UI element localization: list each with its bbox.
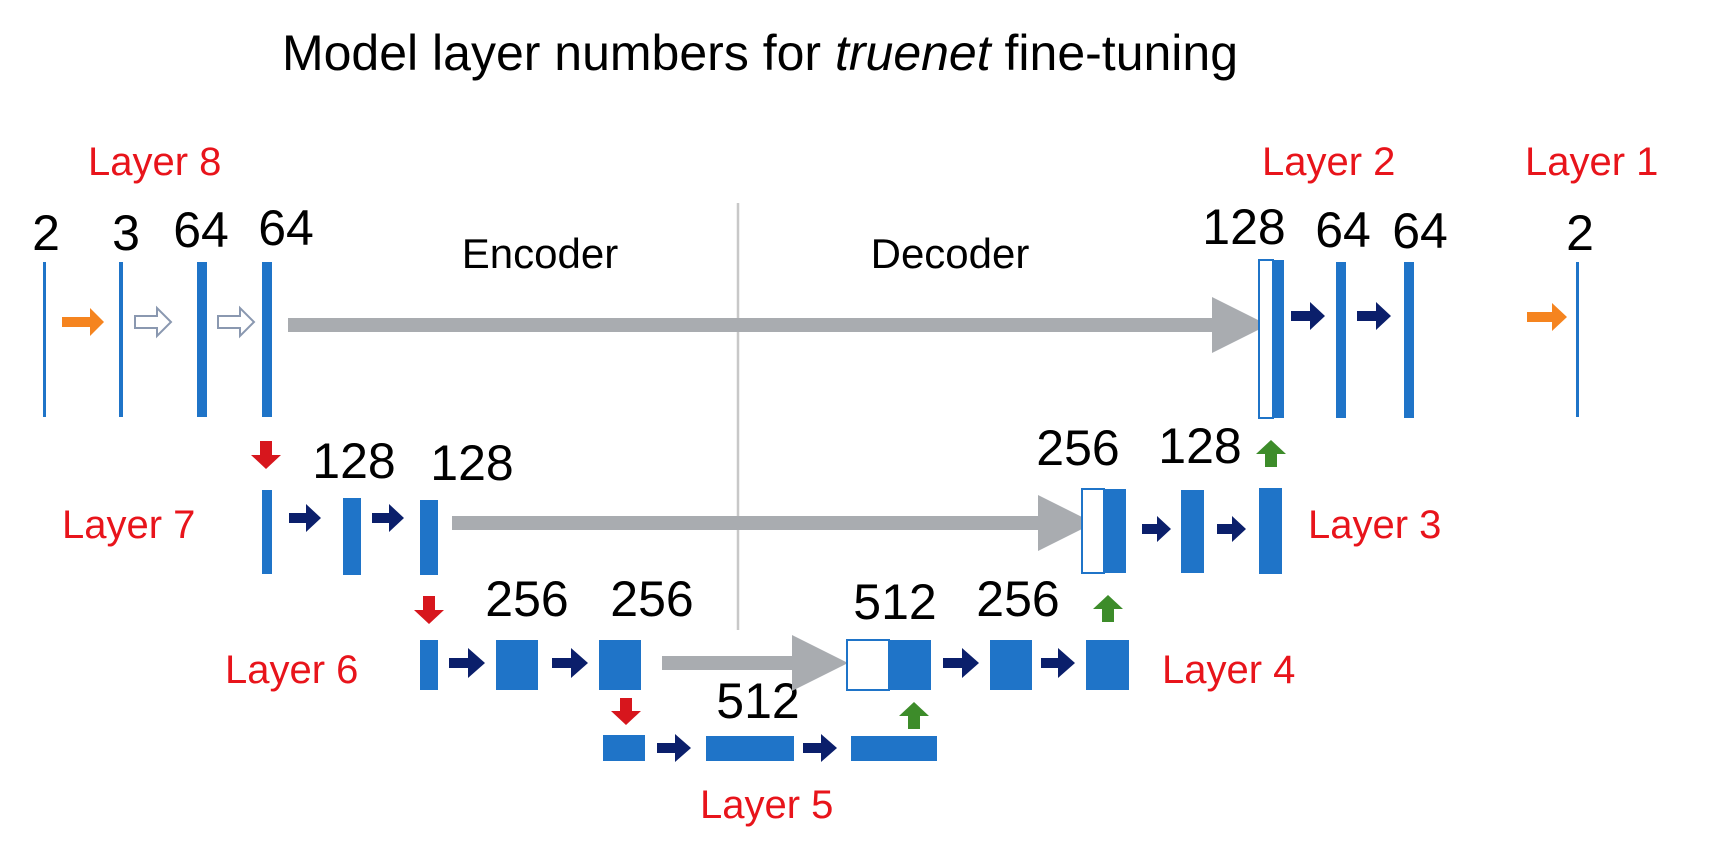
channel-label: 64 — [258, 200, 314, 256]
conv-arrow — [449, 648, 485, 678]
channel-label: 256 — [610, 571, 693, 627]
layer-5-label: Layer 5 — [700, 783, 833, 827]
feature-map — [496, 640, 538, 690]
feature-map — [851, 736, 937, 761]
feature-map — [262, 262, 272, 417]
channel-label: 128 — [430, 435, 513, 491]
channel-label: 512 — [853, 574, 936, 630]
maxpool-arrow — [414, 596, 444, 624]
concat-copy-block — [846, 639, 890, 691]
layer-1-label: Layer 1 — [1525, 140, 1658, 184]
layer-6-label: Layer 6 — [225, 648, 358, 692]
channel-label: 256 — [1036, 420, 1119, 476]
channel-label: 2 — [32, 205, 60, 261]
layer-7-label: Layer 7 — [62, 503, 195, 547]
feature-map — [119, 262, 123, 417]
layer-3-label: Layer 3 — [1308, 503, 1441, 547]
feature-map — [1086, 640, 1129, 690]
channel-label: 128 — [1158, 418, 1241, 474]
feature-map — [1404, 262, 1414, 418]
feature-map — [990, 640, 1032, 690]
upconv-arrow — [1093, 595, 1123, 622]
feature-map — [599, 640, 641, 690]
channel-label: 3 — [112, 205, 140, 261]
upconv-arrow — [899, 702, 929, 729]
feature-map — [343, 498, 361, 575]
feature-map — [889, 640, 931, 690]
conv-arrow — [1217, 516, 1246, 542]
conv-arrow — [552, 648, 588, 678]
channel-label: 128 — [1202, 199, 1285, 255]
feature-map — [1274, 260, 1284, 418]
maxpool-arrow — [611, 698, 641, 725]
channel-label: 512 — [716, 673, 799, 729]
layer-8-label: Layer 8 — [88, 140, 221, 184]
conv-arrow — [1041, 648, 1075, 678]
conv-arrow — [289, 504, 321, 532]
conv-arrow — [803, 734, 837, 762]
feature-map — [420, 500, 438, 575]
encoder-label: Encoder — [462, 230, 618, 277]
channel-label: 64 — [1392, 203, 1448, 259]
conv-arrow — [372, 504, 404, 532]
conv-arrow — [943, 648, 979, 678]
input-arrow — [62, 308, 104, 336]
outline-arrow — [134, 305, 173, 339]
channel-label: 64 — [173, 202, 229, 258]
feature-map — [1181, 490, 1204, 573]
channel-label: 256 — [976, 571, 1059, 627]
conv-arrow — [1357, 302, 1391, 330]
upconv-arrow — [1256, 440, 1286, 467]
concat-copy-block — [1258, 259, 1274, 419]
conv-arrow — [1291, 302, 1325, 330]
feature-map — [1336, 262, 1346, 418]
feature-map — [262, 490, 272, 574]
channel-label: 256 — [485, 571, 568, 627]
channel-label: 64 — [1315, 202, 1371, 258]
output-arrow — [1527, 303, 1567, 331]
feature-map — [420, 640, 438, 690]
decoder-label: Decoder — [871, 230, 1030, 277]
maxpool-arrow — [251, 441, 281, 469]
feature-map — [706, 736, 794, 761]
conv-arrow — [1142, 516, 1171, 542]
feature-map — [1104, 489, 1126, 573]
output-map — [1576, 262, 1579, 417]
feature-map — [1259, 488, 1282, 574]
layer-2-label: Layer 2 — [1262, 140, 1395, 184]
concat-copy-block — [1081, 488, 1105, 574]
conv-arrow — [657, 734, 691, 762]
outline-arrow — [217, 305, 256, 339]
page-title: Model layer numbers for truenet fine-tun… — [282, 25, 1238, 81]
channel-label: 128 — [312, 433, 395, 489]
layer-4-label: Layer 4 — [1162, 648, 1295, 692]
feature-map — [197, 262, 207, 417]
feature-map — [603, 735, 645, 761]
channel-label: 2 — [1566, 205, 1594, 261]
feature-map — [43, 262, 46, 417]
